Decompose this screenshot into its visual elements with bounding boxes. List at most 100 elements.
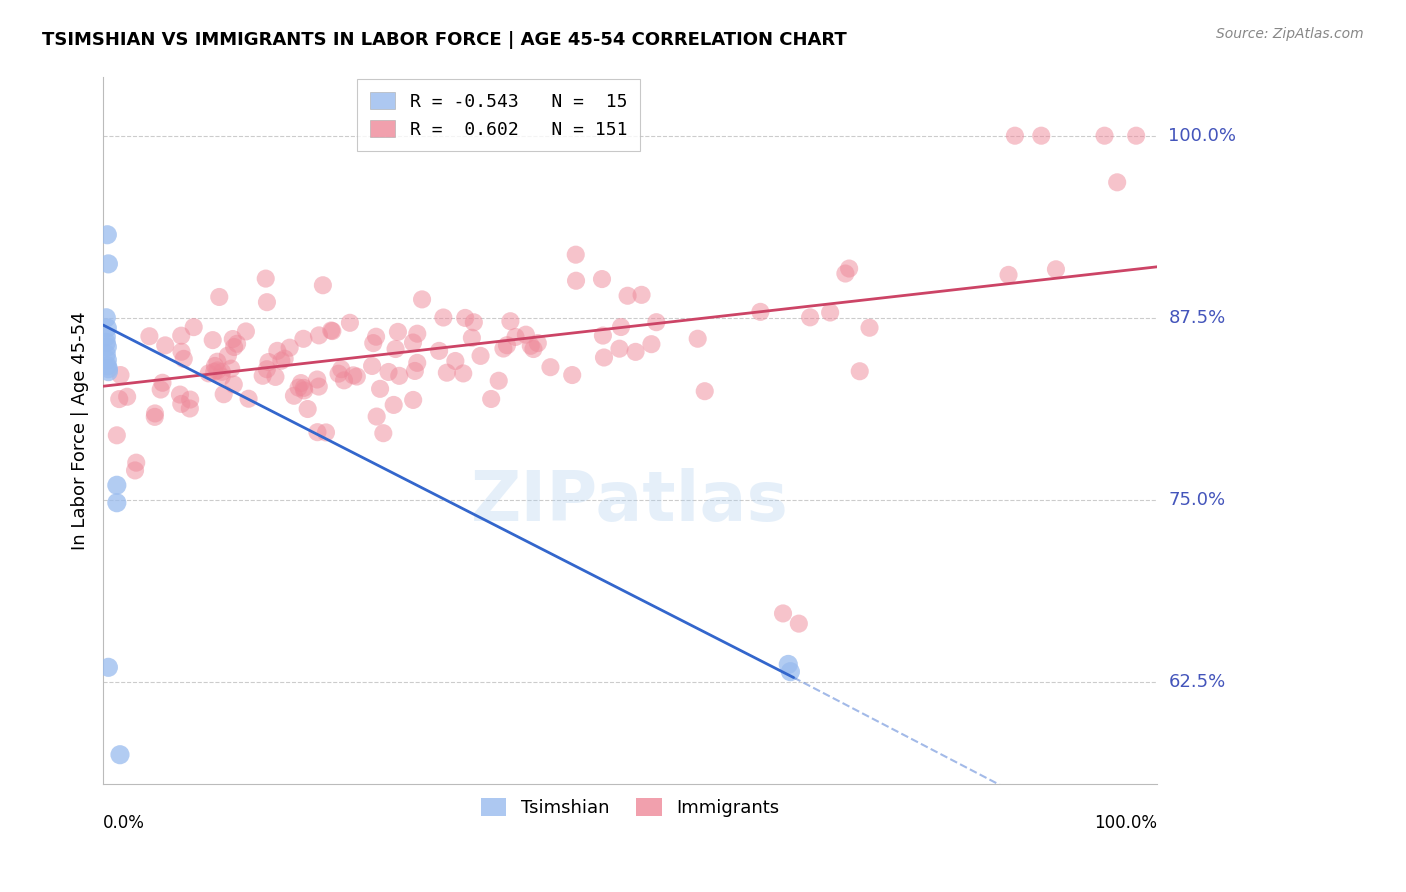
Point — [222, 377, 245, 392]
Point — [1125, 128, 1147, 143]
Point — [432, 310, 454, 325]
Point — [778, 657, 800, 672]
Point — [96, 227, 118, 242]
Point — [207, 355, 229, 369]
Point — [266, 343, 288, 358]
Point — [207, 363, 229, 377]
Point — [463, 315, 485, 329]
Point — [143, 409, 166, 424]
Point — [593, 351, 616, 365]
Point — [488, 374, 510, 388]
Point — [179, 401, 201, 416]
Point — [256, 295, 278, 310]
Point — [197, 367, 219, 381]
Point — [315, 425, 337, 440]
Point — [96, 359, 118, 373]
Point — [96, 353, 118, 368]
Point — [256, 362, 278, 376]
Point — [252, 368, 274, 383]
Point — [565, 274, 588, 288]
Point — [1094, 128, 1116, 143]
Point — [97, 361, 120, 376]
Point — [427, 343, 450, 358]
Point — [224, 340, 246, 354]
Point — [624, 344, 647, 359]
Point — [204, 359, 226, 373]
Point — [382, 398, 405, 412]
Point — [505, 330, 527, 344]
Point — [290, 376, 312, 390]
Point — [212, 387, 235, 401]
Point — [211, 365, 233, 379]
Point — [834, 267, 856, 281]
Point — [143, 406, 166, 420]
Text: 100.0%: 100.0% — [1094, 814, 1157, 832]
Text: 75.0%: 75.0% — [1168, 491, 1226, 508]
Point — [772, 607, 794, 621]
Point — [238, 392, 260, 406]
Text: ZIPatlas: ZIPatlas — [471, 467, 789, 535]
Point — [201, 333, 224, 347]
Point — [96, 329, 118, 343]
Point — [479, 392, 502, 406]
Point — [377, 365, 399, 379]
Point — [451, 367, 474, 381]
Point — [461, 331, 484, 345]
Point — [342, 368, 364, 383]
Point — [330, 362, 353, 376]
Point — [138, 329, 160, 343]
Point — [297, 402, 319, 417]
Point — [183, 320, 205, 334]
Point — [693, 384, 716, 399]
Point — [388, 368, 411, 383]
Point — [364, 329, 387, 343]
Point — [235, 325, 257, 339]
Point — [278, 341, 301, 355]
Point — [492, 342, 515, 356]
Point — [799, 310, 821, 325]
Point — [173, 351, 195, 366]
Text: 62.5%: 62.5% — [1168, 673, 1226, 691]
Point — [527, 336, 550, 351]
Point — [149, 383, 172, 397]
Point — [328, 367, 350, 381]
Point — [522, 342, 544, 356]
Point — [373, 426, 395, 441]
Point — [208, 290, 231, 304]
Point — [630, 288, 652, 302]
Point — [411, 293, 433, 307]
Point — [779, 665, 801, 679]
Point — [257, 355, 280, 369]
Point — [1107, 175, 1129, 189]
Point — [308, 328, 330, 343]
Point — [561, 368, 583, 382]
Point — [292, 332, 315, 346]
Point — [169, 387, 191, 401]
Point — [858, 320, 880, 334]
Point — [609, 342, 631, 356]
Point — [110, 368, 132, 382]
Point — [124, 463, 146, 477]
Point — [270, 353, 292, 368]
Point — [538, 360, 561, 375]
Point — [152, 376, 174, 390]
Point — [496, 338, 519, 352]
Point — [346, 369, 368, 384]
Point — [564, 248, 586, 262]
Point — [308, 379, 330, 393]
Text: 100.0%: 100.0% — [1168, 127, 1236, 145]
Point — [96, 340, 118, 354]
Point — [97, 365, 120, 379]
Point — [444, 354, 467, 368]
Text: 87.5%: 87.5% — [1168, 309, 1226, 326]
Point — [384, 342, 406, 356]
Point — [283, 389, 305, 403]
Point — [406, 326, 429, 341]
Point — [115, 390, 138, 404]
Point — [402, 392, 425, 407]
Point — [591, 272, 613, 286]
Point — [787, 616, 810, 631]
Text: 0.0%: 0.0% — [103, 814, 145, 832]
Legend: Tsimshian, Immigrants: Tsimshian, Immigrants — [474, 791, 786, 824]
Point — [307, 372, 329, 386]
